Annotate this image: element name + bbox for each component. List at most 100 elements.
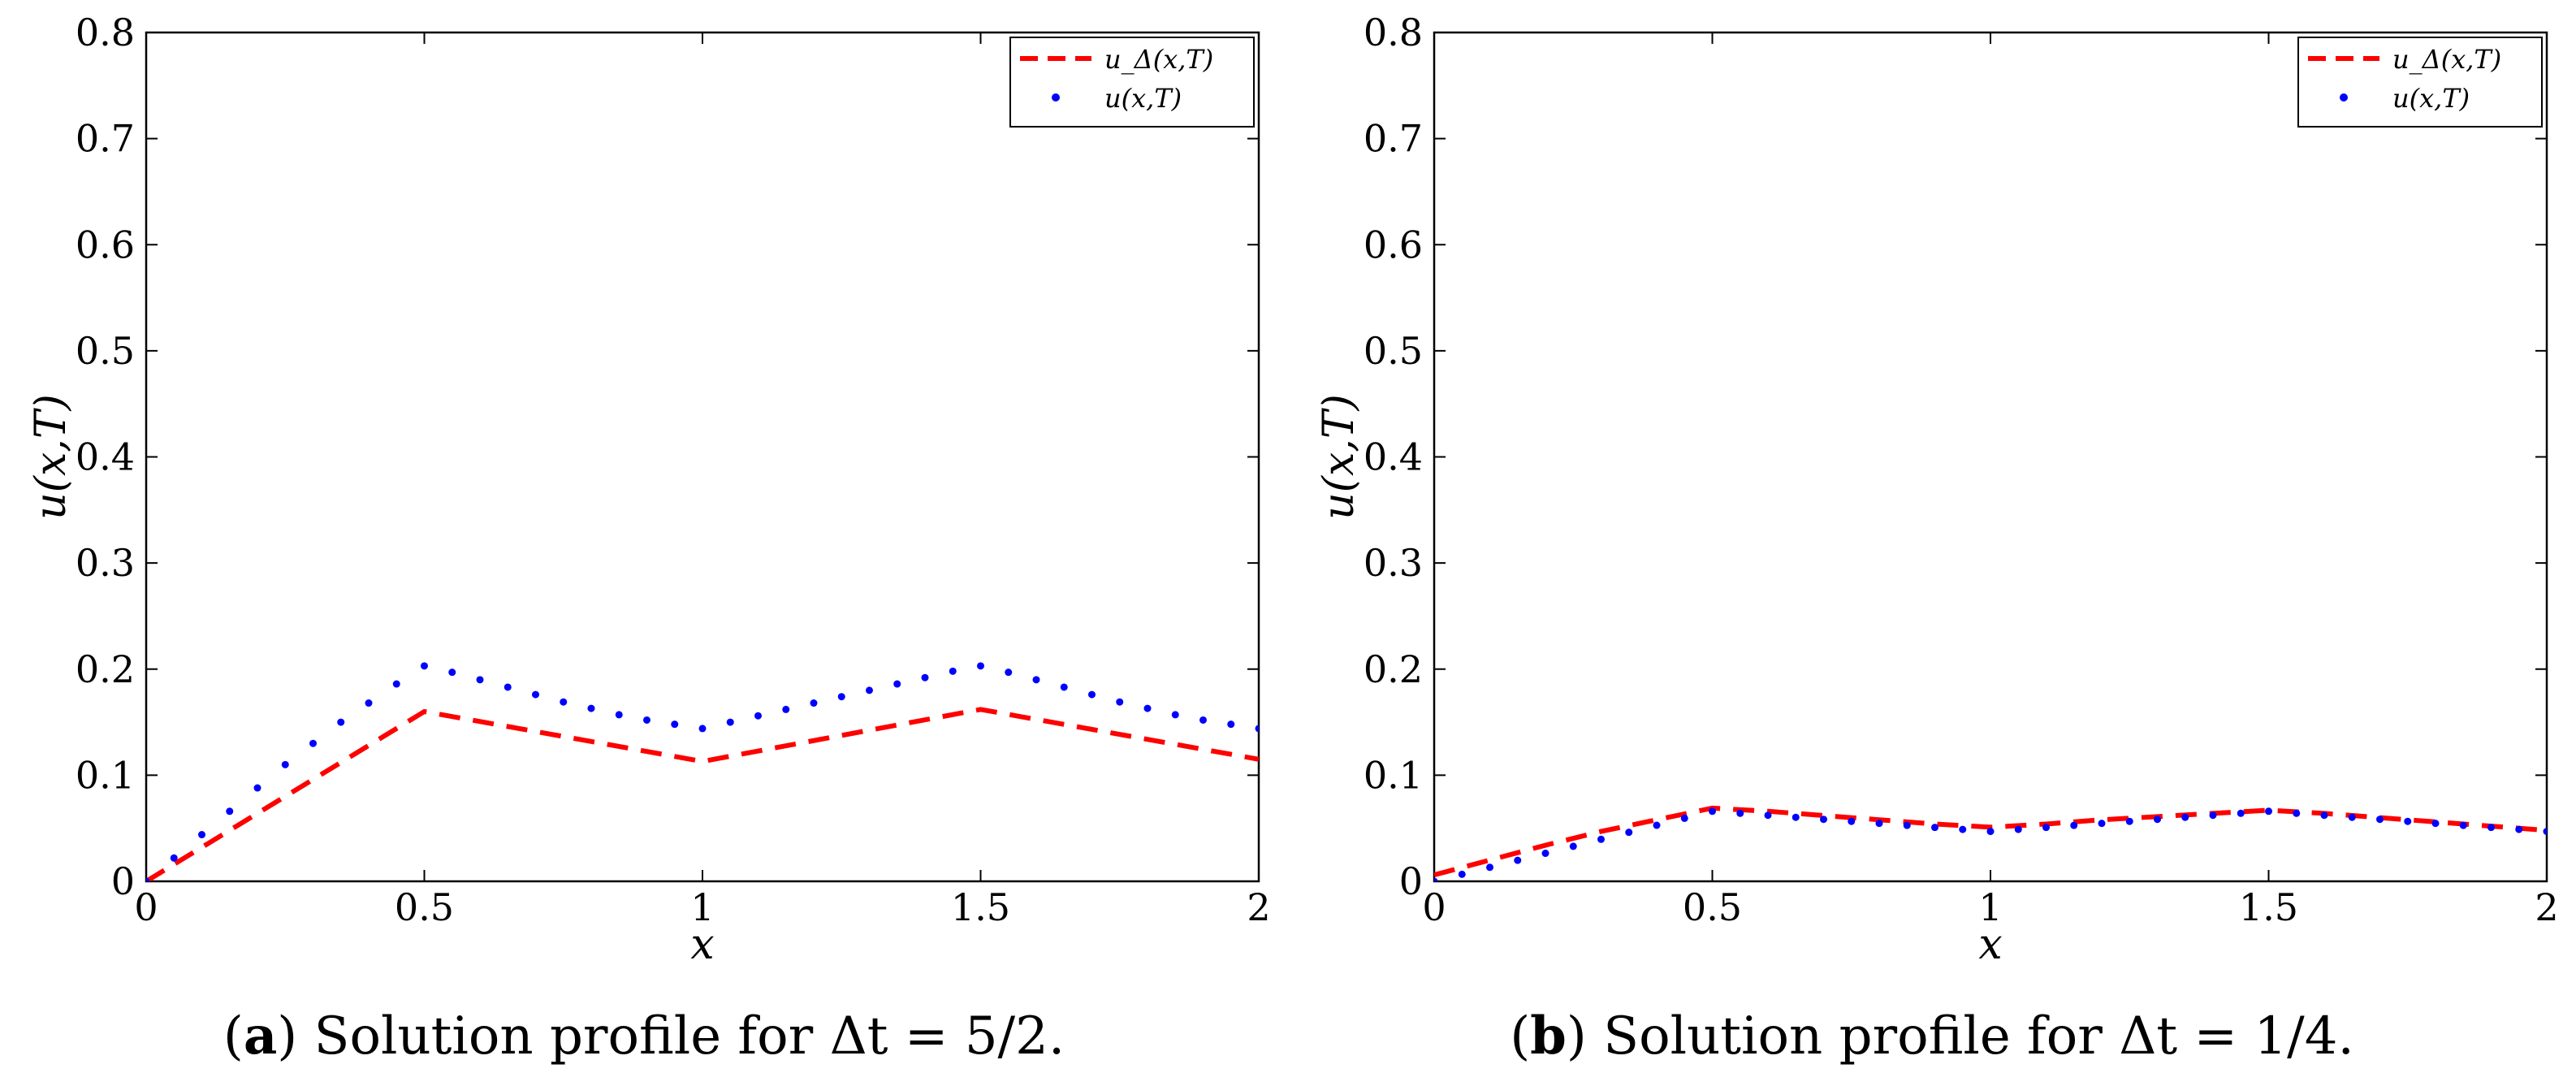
chart0-series-dot (671, 720, 679, 729)
chart1-series-dot (2098, 820, 2106, 828)
caption-b: (b) Solution profile for Δt = 1/4. (1510, 1006, 2354, 1067)
chart1-series-dot (2543, 828, 2547, 836)
chart0-y-tick-label: 0.8 (76, 11, 135, 54)
chart0-series-dot (977, 662, 984, 670)
chart1-series-dot (1736, 809, 1744, 817)
chart0-series-dot (1199, 716, 1207, 724)
chart1-series-dot (1959, 825, 1967, 833)
chart0-series-dot (1032, 676, 1040, 684)
chart1-series-dot (1569, 842, 1577, 850)
chart1-legend-label: u(x,T) (2392, 83, 2470, 114)
chart0-series-dot (146, 877, 150, 881)
chart1-series-dot (1680, 814, 1688, 822)
chart1-series-dot (2376, 816, 2384, 824)
caption-a: (a) Solution profile for Δt = 5/2. (223, 1006, 1065, 1067)
chart0-y-tick-label: 0.3 (76, 541, 135, 585)
chart0-series-dot (782, 705, 790, 713)
chart0-y-tick-label: 0.1 (76, 753, 135, 797)
chart1-x-tick-label: 0 (1422, 885, 1446, 929)
chart1-series-dot (1875, 820, 1883, 828)
chart1-series-dot (2320, 811, 2328, 820)
chart1-series-dot (1764, 811, 1772, 820)
chart0-series-dot (643, 716, 650, 724)
chart1-x-tick-label: 1.5 (2239, 885, 2298, 929)
chart1-y-tick-label: 0.4 (1364, 435, 1423, 479)
chart0-series-dot (281, 760, 289, 768)
chart1-series-dot (2515, 825, 2523, 833)
chart1-series-dot (2348, 813, 2356, 821)
chart1-y-tick-label: 0 (1399, 859, 1423, 903)
chart1-y-tick-label: 0.7 (1364, 117, 1423, 161)
chart0-series-dot (587, 704, 595, 712)
panel-b: 0 0.5 1 1.5 2 0 0.1 0.2 0.3 0.4 0.5 0.6 0.7 0.8 x u(x,T… (1288, 0, 2576, 1086)
chart0-legend-dot-swatch (1052, 93, 1060, 102)
chart1-y-label: u(x,T) (1315, 394, 1364, 520)
chart1-series-dot (2181, 813, 2189, 821)
chart1-series-dot (2265, 807, 2272, 816)
chart0-series-dot (253, 784, 261, 792)
chart0-series-dot (560, 698, 568, 706)
chart0-series-dot (365, 699, 373, 707)
chart1-series-dot (2154, 816, 2161, 824)
chart0-legend-label: u(x,T) (1104, 83, 1182, 114)
chart1-series-dot (1653, 821, 1661, 829)
chart0-series-dot (921, 673, 929, 681)
chart-b: 0 0.5 1 1.5 2 0 0.1 0.2 0.3 0.4 0.5 0.6 0.7 0.8 x u(x,T… (1315, 11, 2559, 969)
chart0-series-dot (476, 676, 484, 684)
chart0-series-dot (421, 662, 428, 670)
chart1-series-dot (1792, 813, 1800, 821)
chart1-series-dot (1514, 856, 1522, 864)
chart0-series-dot (866, 686, 873, 694)
chart0-series-dot (1005, 668, 1013, 677)
chart0-frame (145, 31, 1260, 883)
chart0-x-tick-label: 0.5 (395, 885, 454, 929)
chart0-series-dot (226, 807, 234, 816)
caption-a-label: a (243, 1006, 278, 1067)
chart0-series-dot (170, 854, 178, 862)
chart1-series-dot (2293, 809, 2301, 817)
chart0-series-dot (810, 699, 818, 707)
chart1-y-tick-label: 0.8 (1364, 11, 1423, 54)
chart1-series-dashed-line (1434, 805, 2547, 878)
chart0-x-tick-label: 0 (134, 885, 158, 929)
chart1-series-dot (1903, 821, 1911, 829)
chart1-x-tick-label: 1 (1978, 885, 2002, 929)
chart0-series-dot (1116, 698, 1124, 706)
chart0-x-tick-label: 2 (1247, 885, 1270, 929)
chart0-series-dot (893, 680, 901, 688)
chart0-series-dashed-line (146, 707, 1259, 881)
chart1-frame (1433, 31, 2548, 883)
chart1-legend-box (2297, 37, 2543, 128)
chart1-y-tick-label: 0.6 (1364, 223, 1423, 266)
chart0-series-dot (309, 739, 317, 747)
chart0-y-tick-label: 0 (111, 859, 135, 903)
chart0-series-dot (1143, 704, 1152, 712)
chart0-series-dot (1060, 683, 1068, 691)
chart1-series-dot (2459, 821, 2467, 829)
chart1-series-dot (1625, 829, 1633, 837)
chart0-series-group (146, 662, 1259, 881)
chart0-series-dot (448, 668, 456, 677)
chart0-series-dot (949, 667, 957, 675)
chart1-series-dot (2487, 824, 2495, 832)
chart0-series-dot (1255, 725, 1259, 733)
chart0-y-label: u(x,T) (27, 394, 76, 520)
chart1-series-dot (2014, 825, 2022, 833)
chart0-x-tick-label: 1 (690, 885, 714, 929)
chart0-series-dot (1088, 690, 1096, 699)
chart0-y-tick-label: 0.4 (76, 435, 135, 479)
chart1-series-dot (2070, 821, 2078, 829)
chart0-series-dot (198, 831, 205, 839)
chart0-x-tick-label: 1.5 (951, 885, 1010, 929)
chart1-x-label: x (1978, 920, 2002, 969)
chart1-y-tick-label: 0.1 (1364, 753, 1423, 797)
chart0-legend-label: u_Δ(x,T) (1104, 44, 1213, 75)
chart0-series-dot (392, 680, 400, 688)
chart1-legend-label: u_Δ(x,T) (2392, 44, 2501, 75)
chart1-legend-dot-swatch (2340, 93, 2348, 102)
chart1-series-dot (1486, 863, 1493, 872)
chart0-series-dot (337, 718, 345, 726)
chart1-y-tick-label: 0.5 (1364, 329, 1423, 373)
chart1-series-dot (2404, 817, 2412, 825)
panel-a: 0 0.5 1 1.5 2 0 0.1 0.2 0.3 0.4 0.5 0.6 0.7 0.8 x u(x,T… (27, 11, 1271, 1067)
